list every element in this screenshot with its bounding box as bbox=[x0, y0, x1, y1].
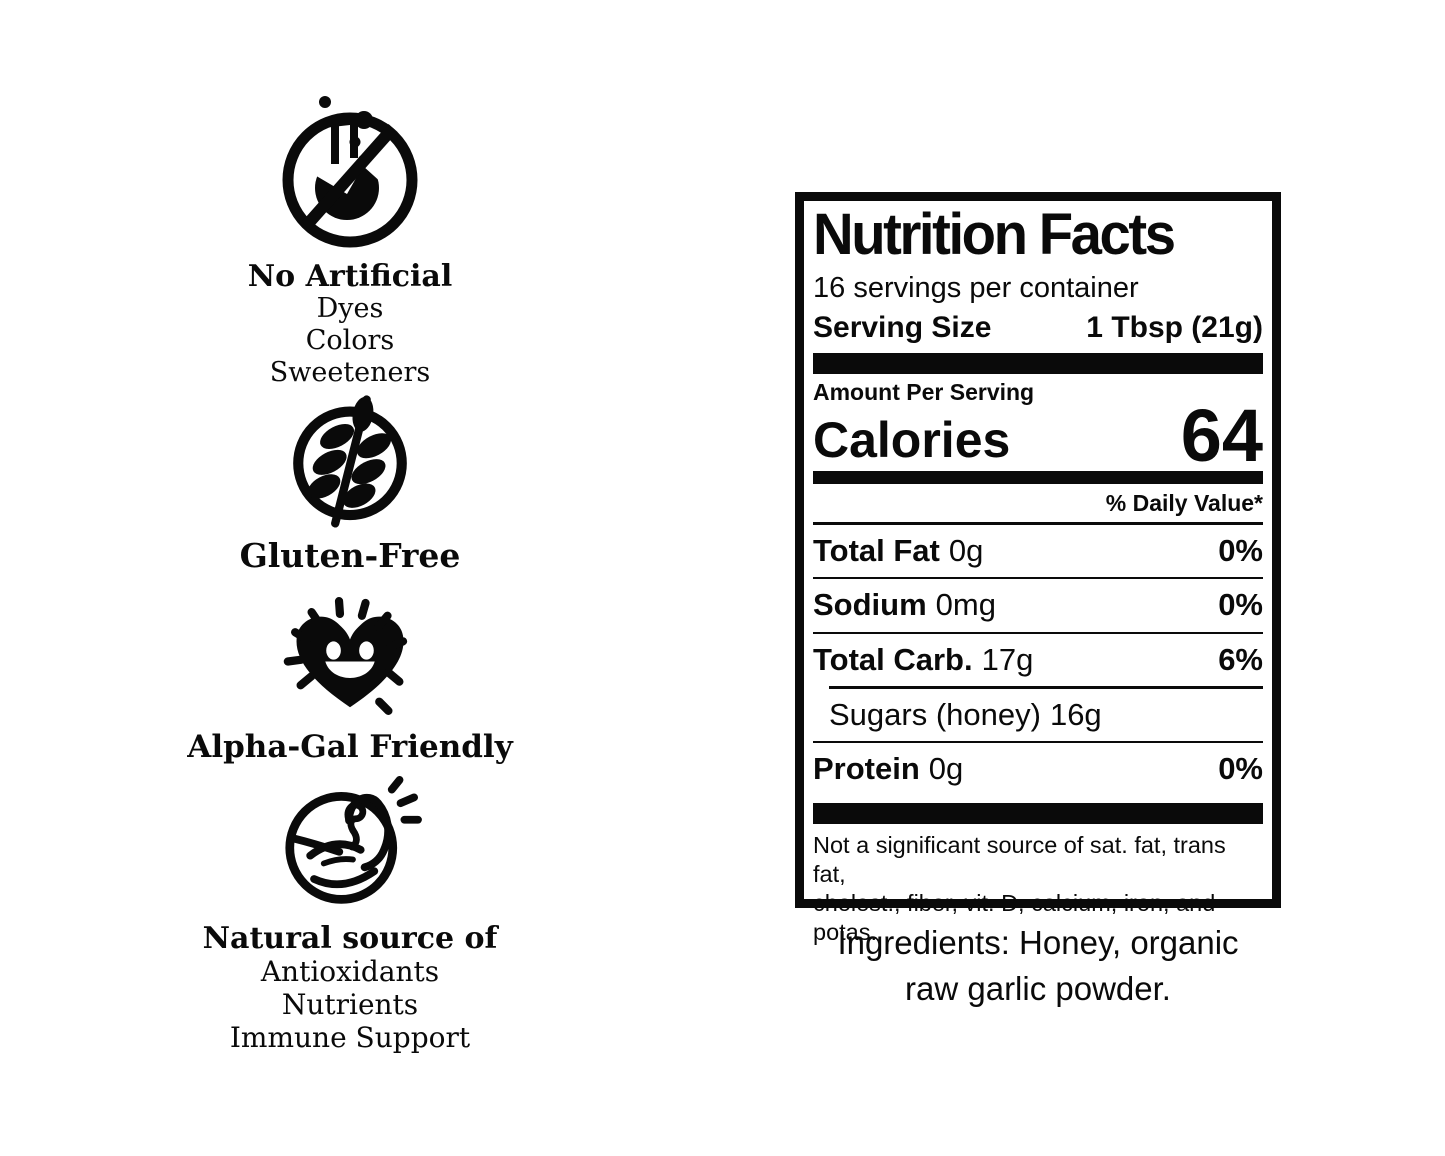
nutrient-label: Total Fat bbox=[813, 532, 940, 568]
badge-line: Immune Support bbox=[229, 1021, 471, 1054]
nutrient-label: Sodium bbox=[813, 587, 927, 623]
nutrient-amount: 17g bbox=[981, 642, 1034, 677]
nutrient-daily-value: 0% bbox=[1218, 587, 1263, 623]
badge-line: Dyes bbox=[316, 293, 384, 324]
separator-bar-thick bbox=[813, 352, 1263, 374]
nutrient-label: Total Carb. bbox=[813, 642, 973, 677]
smiling-heart-icon bbox=[283, 597, 408, 715]
nutrient-row-sodium: Sodium 0mg 0% bbox=[813, 579, 1263, 631]
separator-bar-bottom bbox=[813, 802, 1263, 824]
badge-gluten-free: Gluten-Free bbox=[150, 394, 550, 574]
nutrient-row-sugars: Sugars (honey) 16g bbox=[813, 689, 1263, 741]
separator-bar-mid bbox=[813, 470, 1263, 484]
flexed-arm-icon bbox=[285, 776, 422, 904]
badge-natural-source: Natural source of Antioxidants Nutrients… bbox=[150, 776, 550, 1054]
badge-line: Nutrients bbox=[281, 988, 419, 1021]
calories-row: Calories 64 bbox=[813, 393, 1263, 477]
ingredients-line: Ingredients: Honey, organic bbox=[837, 924, 1239, 961]
serving-size-label: Serving Size bbox=[813, 310, 992, 344]
serving-size-value: 1 Tbsp (21g) bbox=[1086, 310, 1263, 344]
nutrition-facts-title: Nutrition Facts bbox=[813, 202, 1176, 267]
nutrient-amount: 0g bbox=[928, 751, 964, 787]
daily-value-header: % Daily Value* bbox=[1105, 489, 1263, 516]
calories-label: Calories bbox=[813, 412, 1011, 469]
nutrient-row-total-carb: Total Carb. 17g 6% bbox=[813, 634, 1263, 686]
badge-title: No Artificial bbox=[247, 259, 453, 294]
footnote-line: cholest., fiber, vit. D, calcium, iron, … bbox=[813, 889, 1216, 945]
nutrient-daily-value: 6% bbox=[1218, 642, 1263, 677]
ingredients-statement: Ingredients: Honey, organic raw garlic p… bbox=[795, 920, 1281, 1012]
row-rule bbox=[813, 740, 1263, 744]
badge-title: Natural source of bbox=[202, 921, 498, 956]
nutrition-facts-panel: Nutrition Facts 16 servings per containe… bbox=[795, 192, 1281, 945]
footnote: Not a significant source of sat. fat, tr… bbox=[813, 831, 1263, 948]
nutrient-amount: 0g bbox=[948, 532, 984, 568]
badge-line: Sweeteners bbox=[269, 357, 431, 388]
nutrient-daily-value: 0% bbox=[1218, 532, 1263, 568]
row-rule-indented bbox=[829, 686, 1263, 689]
row-rule bbox=[813, 576, 1263, 580]
ingredients-line: raw garlic powder. bbox=[905, 970, 1171, 1008]
amount-per-serving-label: Amount Per Serving bbox=[813, 378, 1035, 405]
badge-line: Colors bbox=[305, 325, 395, 356]
badge-title: Gluten-Free bbox=[239, 536, 461, 575]
row-rule bbox=[813, 631, 1263, 634]
serving-size-row: Serving Size 1 Tbsp (21g) bbox=[813, 310, 1263, 346]
badge-no-artificial: No Artificial Dyes Colors Sweeteners bbox=[150, 90, 550, 389]
gluten-free-wheat-icon bbox=[293, 395, 407, 528]
badge-alpha-gal-friendly: Alpha-Gal Friendly bbox=[150, 592, 550, 764]
no-chemicals-flask-icon bbox=[282, 96, 418, 248]
nutrient-row-total-fat: Total Fat 0g 0% bbox=[813, 525, 1263, 577]
calories-value: 64 bbox=[1180, 393, 1263, 477]
badge-title: Alpha-Gal Friendly bbox=[187, 729, 513, 765]
footnote-line: Not a significant source of sat. fat, tr… bbox=[813, 831, 1226, 887]
nutrient-row-protein: Protein 0g 0% bbox=[813, 743, 1263, 795]
nutrient-amount: 16g bbox=[1049, 696, 1102, 732]
servings-per-container: 16 servings per container bbox=[813, 272, 1139, 305]
nutrient-daily-value: 0% bbox=[1218, 751, 1263, 787]
badge-line: Antioxidants bbox=[260, 955, 440, 988]
nutrient-label: Protein bbox=[813, 751, 920, 787]
nutrient-amount: 0mg bbox=[935, 587, 996, 623]
row-rule bbox=[813, 521, 1263, 525]
nutrient-label: Sugars (honey) bbox=[829, 696, 1041, 732]
